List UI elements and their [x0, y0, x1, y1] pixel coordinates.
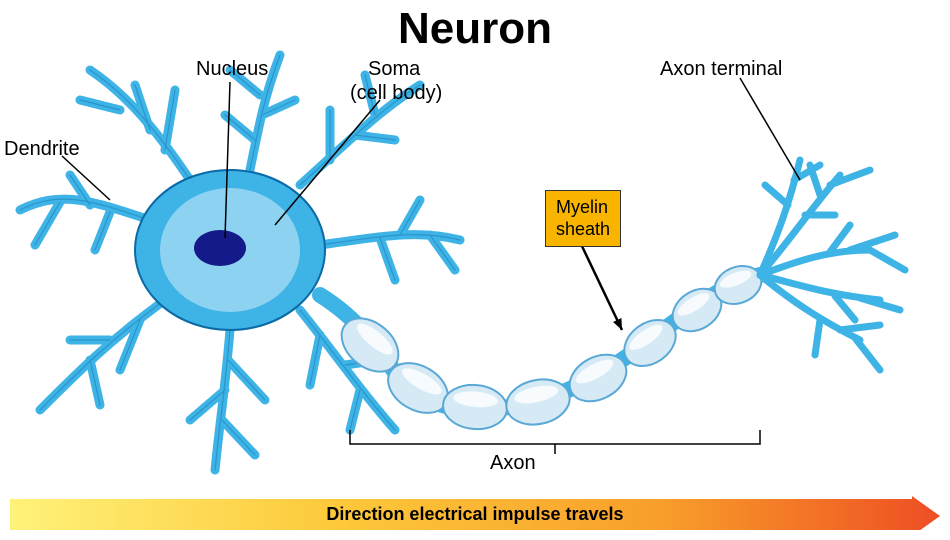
label-dendrite: Dendrite: [4, 138, 80, 161]
label-soma-2: (cell body): [350, 82, 442, 105]
label-nucleus: Nucleus: [196, 58, 268, 81]
label-axon: Axon: [490, 452, 536, 475]
direction-arrow-text: Direction electrical impulse travels: [0, 504, 950, 525]
neuron-svg: [0, 0, 950, 540]
neuron-diagram: { "diagram":{ "type":"infographic", "tit…: [0, 0, 950, 540]
label-myelin-1: Myelin: [556, 197, 610, 219]
label-axon-terminal: Axon terminal: [660, 58, 782, 81]
label-soma-1: Soma: [368, 58, 420, 81]
label-myelin-2: sheath: [556, 219, 610, 241]
label-myelin-box: Myelin sheath: [545, 190, 621, 247]
